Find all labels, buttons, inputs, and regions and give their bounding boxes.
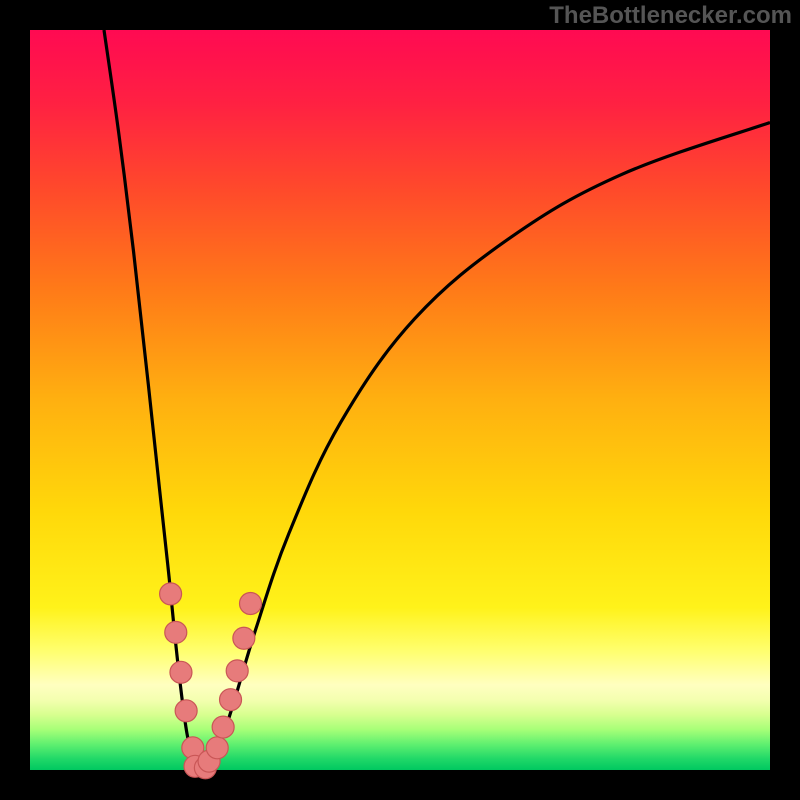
plot-background [30,30,770,770]
highlight-dot [160,583,182,605]
highlight-dot [226,660,248,682]
highlight-dot [212,716,234,738]
watermark-text: TheBottlenecker.com [549,2,792,30]
highlight-dot [233,627,255,649]
highlight-dot [220,689,242,711]
highlight-dot [175,700,197,722]
highlight-dot [170,661,192,683]
highlight-dot [240,593,262,615]
highlight-dot [165,621,187,643]
chart-container: { "watermark": { "text": "TheBottlenecke… [0,0,800,800]
bottleneck-chart [0,0,800,800]
highlight-dot [206,737,228,759]
